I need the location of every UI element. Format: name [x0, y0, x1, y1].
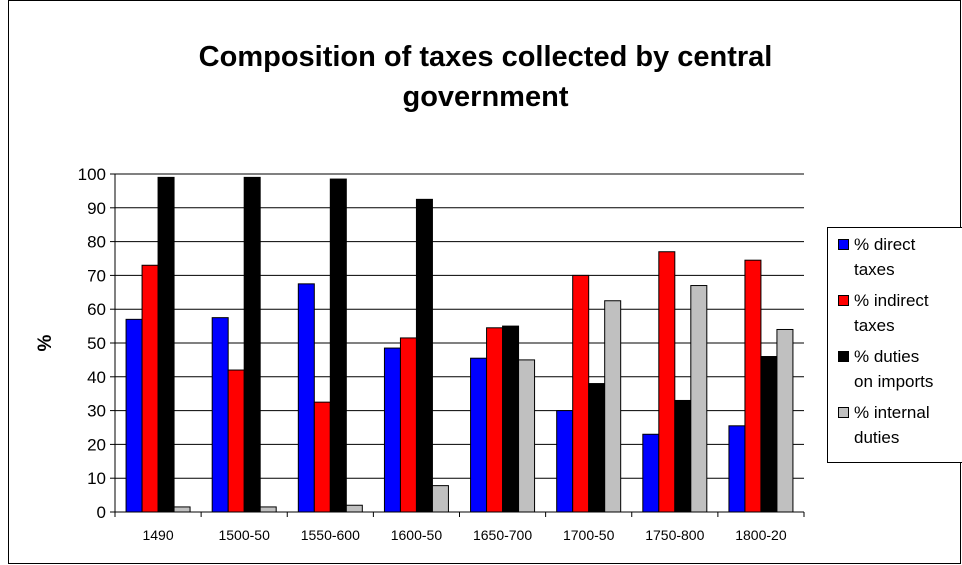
- chart-title-line-1: Composition of taxes collected by centra…: [198, 41, 773, 73]
- legend-swatch: [838, 407, 849, 418]
- bar: [572, 274, 590, 513]
- y-tick-label: 40: [87, 368, 106, 387]
- bar: [518, 359, 536, 513]
- y-tick-label: 50: [87, 334, 106, 353]
- y-tick-label: 70: [87, 266, 106, 285]
- bar: [760, 356, 778, 513]
- bar: [259, 506, 277, 513]
- legend-label: % internal duties: [854, 403, 930, 447]
- legend-label: % duties on imports: [854, 347, 934, 391]
- bar: [642, 433, 660, 513]
- x-tick-label: 1490: [142, 527, 173, 543]
- bars: [125, 176, 794, 513]
- legend-label: % indirect taxes: [854, 291, 929, 335]
- bar: [297, 283, 315, 513]
- y-tick-label: 0: [97, 503, 106, 522]
- bar: [486, 327, 504, 513]
- bar: [502, 325, 520, 513]
- x-tick-label: 1700-50: [563, 527, 615, 543]
- bar: [776, 328, 794, 513]
- bar: [431, 485, 449, 513]
- axes: [110, 173, 805, 517]
- bar: [125, 318, 143, 513]
- y-tick-label: 30: [87, 402, 106, 421]
- bar: [604, 300, 622, 513]
- bar: [556, 410, 574, 513]
- bar: [658, 251, 676, 513]
- legend-swatch: [838, 351, 849, 362]
- bar: [399, 337, 417, 513]
- y-axis-label: %: [35, 334, 56, 351]
- gridlines: [115, 173, 804, 479]
- y-tick-label: 80: [87, 233, 106, 252]
- x-tick-label: 1800-20: [735, 527, 787, 543]
- y-tick-label: 60: [87, 300, 106, 319]
- x-tick-label: 1750-800: [645, 527, 704, 543]
- bar: [157, 176, 175, 513]
- bar: [141, 264, 159, 513]
- bar: [227, 369, 245, 513]
- bar: [329, 178, 347, 513]
- bar: [588, 383, 606, 513]
- bar-chart: 0 10 20 30 40 50 60 70 80 90 100 1490 1500-50 1550-60…: [35, 165, 805, 543]
- bar: [383, 347, 401, 513]
- chart-title-line-2: government: [402, 81, 569, 113]
- legend: % direct taxes % indirect taxes % duties on i…: [827, 227, 962, 463]
- bar: [470, 357, 488, 513]
- y-tick-label: 90: [87, 199, 106, 218]
- x-tick-label: 1500-50: [218, 527, 270, 543]
- bar: [345, 504, 363, 513]
- bar: [674, 399, 692, 513]
- bar: [415, 198, 433, 513]
- legend-label: % direct taxes: [854, 235, 916, 279]
- bar: [243, 176, 261, 513]
- bar: [173, 506, 191, 513]
- chart-frame: Composition of taxes collected by centra…: [8, 0, 962, 564]
- bar: [728, 425, 746, 513]
- x-tick-label: 1600-50: [391, 527, 443, 543]
- bar: [313, 401, 331, 513]
- bar: [211, 317, 229, 513]
- axis-labels: 0 10 20 30 40 50 60 70 80 90 100 1490 1500-50 1550-60…: [35, 165, 787, 543]
- legend-swatch: [838, 295, 849, 306]
- chart-title: Composition of taxes collected by centra…: [9, 37, 962, 117]
- bar: [744, 259, 762, 513]
- x-tick-label: 1550-600: [301, 527, 360, 543]
- y-tick-label: 10: [87, 469, 106, 488]
- y-tick-label: 20: [87, 435, 106, 454]
- legend-swatch: [838, 239, 849, 250]
- bar: [690, 285, 708, 513]
- x-tick-label: 1650-700: [473, 527, 532, 543]
- y-tick-label: 100: [78, 165, 106, 184]
